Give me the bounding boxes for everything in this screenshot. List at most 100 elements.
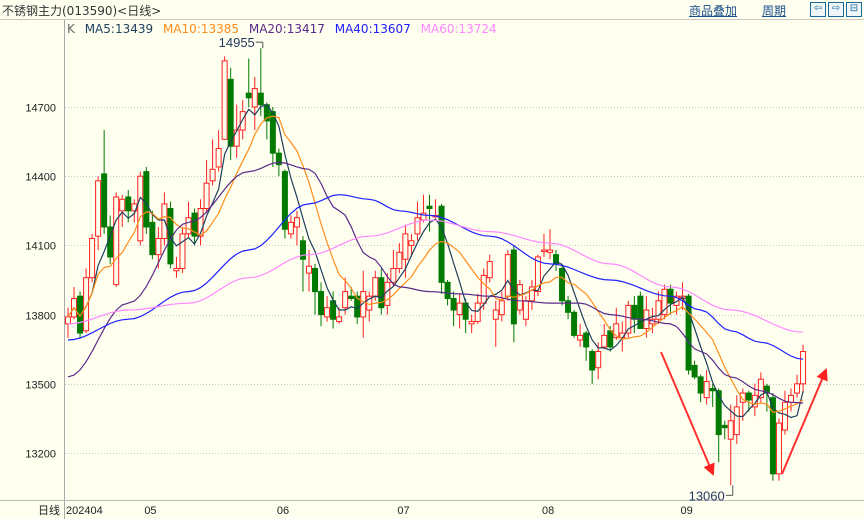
candle-body	[408, 240, 415, 246]
candle	[721, 420, 728, 440]
y-tick-label: 13500	[25, 380, 56, 392]
y-tick-label: 14700	[25, 103, 56, 115]
candle	[131, 199, 138, 223]
legend-ma10: MA10:13385	[162, 22, 240, 36]
candle	[306, 250, 312, 292]
ma-line-ma20	[67, 161, 804, 404]
y-tick-label: 13200	[25, 449, 56, 461]
candle-body	[631, 304, 638, 320]
candle	[65, 307, 71, 338]
candle-body	[456, 302, 463, 316]
candle-body	[583, 332, 590, 348]
candle-body	[637, 295, 644, 329]
ma-line-ma5	[67, 104, 804, 419]
x-tick-label: 05	[144, 505, 156, 517]
candle	[312, 263, 319, 315]
candle	[179, 226, 186, 274]
candle	[245, 58, 252, 107]
candle-body	[173, 267, 180, 272]
candle	[113, 192, 120, 287]
candle	[257, 48, 264, 117]
arrow-right-icon[interactable]: ⇨	[828, 2, 844, 17]
candle-body	[769, 397, 776, 475]
chart-header: 不锈钢主力(013590)<日线> 商品叠加 周期 ⇦ ⇨ ⊟	[0, 0, 864, 20]
candle-body	[299, 240, 306, 260]
candle-body	[474, 302, 481, 323]
candle-body	[673, 295, 680, 306]
period-label: 日线	[38, 503, 60, 517]
candle-body	[414, 217, 421, 235]
candle-body	[155, 237, 162, 256]
candle	[733, 395, 740, 444]
arrow-left-icon[interactable]: ⇦	[810, 2, 826, 17]
ma-line-ma60	[67, 219, 804, 333]
candle	[480, 268, 487, 311]
candle-body	[275, 152, 282, 166]
candle-body	[101, 173, 108, 228]
candle	[269, 107, 276, 167]
candle	[571, 310, 578, 338]
candle-body	[179, 233, 186, 269]
candle-body	[613, 323, 620, 339]
candle	[342, 277, 349, 315]
y-tick-label: 13800	[25, 311, 56, 323]
candle-body	[348, 295, 355, 299]
candle	[504, 250, 511, 301]
candle-body	[661, 288, 668, 316]
candle-body	[504, 254, 511, 297]
overlay-commodity-link[interactable]: 商品叠加	[689, 4, 738, 18]
candle-body	[468, 321, 475, 325]
candle-body	[89, 237, 96, 279]
period-link[interactable]: 周期	[762, 4, 787, 18]
candles	[65, 48, 807, 486]
candle-body	[781, 401, 788, 431]
split-view-icon[interactable]: ⊟	[846, 2, 862, 17]
candle-body	[360, 291, 367, 318]
candle-body	[444, 281, 451, 299]
candle-body	[312, 267, 319, 293]
candle	[287, 215, 294, 239]
candle-body	[233, 129, 240, 147]
candle-body	[306, 265, 312, 274]
candle	[101, 130, 108, 234]
candle	[161, 192, 168, 246]
candle-body	[426, 205, 433, 210]
candle	[547, 229, 553, 260]
ma-line-ma10	[67, 115, 804, 414]
candle	[794, 374, 801, 398]
candle	[432, 199, 439, 218]
candle	[456, 293, 463, 329]
candle	[516, 280, 523, 315]
candle-body	[119, 198, 126, 212]
candle	[583, 330, 590, 361]
candle-body	[239, 111, 246, 131]
candle-body	[547, 249, 553, 253]
candle	[788, 388, 794, 412]
candle	[293, 210, 300, 246]
candle	[739, 388, 746, 421]
candle	[251, 77, 258, 131]
candle	[589, 349, 596, 384]
candle-body	[703, 381, 710, 399]
candle-body	[607, 330, 614, 348]
candle	[209, 139, 216, 186]
candle	[468, 314, 475, 334]
candle-body	[318, 291, 325, 316]
candle-body	[125, 196, 132, 212]
candle	[510, 245, 517, 343]
candle	[637, 291, 644, 329]
up-trend-arrow-icon	[781, 368, 828, 475]
candle	[486, 254, 493, 283]
candle-body	[396, 251, 403, 269]
candle	[396, 243, 403, 274]
legend-ma60: MA60:13724	[420, 22, 497, 36]
candle-body	[727, 420, 734, 440]
candle	[528, 280, 535, 311]
candle	[661, 284, 668, 320]
candle-body	[571, 311, 578, 336]
candle-body	[251, 88, 258, 108]
candle-body	[655, 300, 662, 320]
candle	[83, 268, 90, 334]
candle-body	[522, 300, 529, 320]
